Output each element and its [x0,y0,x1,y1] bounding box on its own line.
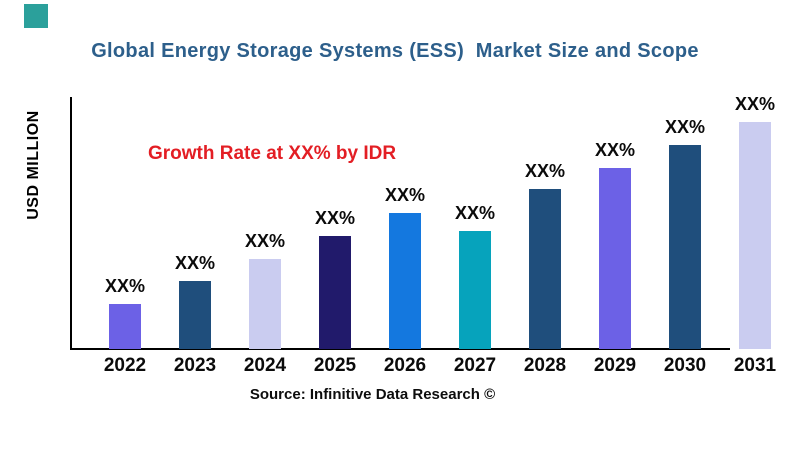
page-title: Global Energy Storage Systems (ESS) Mark… [91,40,699,62]
bar-value-label-2027: XX% [454,203,496,223]
bar-2030 [669,145,701,349]
x-tick-label-2025: 2025 [313,355,357,376]
source-text: Source: Infinitive Data Research © [249,386,496,403]
bar-2029 [599,168,631,349]
x-tick-label-2022: 2022 [103,355,147,376]
bar-value-label-2029: XX% [594,140,636,160]
x-tick-label-2031: 2031 [733,355,777,376]
y-axis-line [70,97,72,350]
bar-2023 [179,281,211,349]
x-tick-label-2027: 2027 [453,355,497,376]
bar-value-label-2022: XX% [104,276,146,296]
bar-2028 [529,189,561,349]
bar-2026 [389,213,421,349]
x-tick-label-2028: 2028 [523,355,567,376]
bar-value-label-2026: XX% [384,185,426,205]
x-tick-label-2029: 2029 [593,355,637,376]
bar-2022 [109,304,141,349]
x-tick-label-2024: 2024 [243,355,287,376]
x-tick-label-2030: 2030 [663,355,707,376]
x-tick-label-2023: 2023 [173,355,217,376]
x-tick-label-2026: 2026 [383,355,427,376]
bar-value-label-2023: XX% [174,253,216,273]
growth-rate-annotation: Growth Rate at XX% by IDR [148,143,397,164]
bar-2027 [459,231,491,349]
bar-value-label-2030: XX% [664,117,706,137]
x-axis-line [70,348,730,350]
bar-value-label-2025: XX% [314,208,356,228]
y-axis-label: USD MILLION [25,110,42,220]
brand-logo-square [24,4,48,28]
bar-value-label-2024: XX% [244,231,286,251]
bar-2031 [739,122,771,349]
bar-value-label-2028: XX% [524,161,566,181]
bar-2025 [319,236,351,349]
bar-2024 [249,259,281,349]
bar-value-label-2031: XX% [734,94,776,114]
